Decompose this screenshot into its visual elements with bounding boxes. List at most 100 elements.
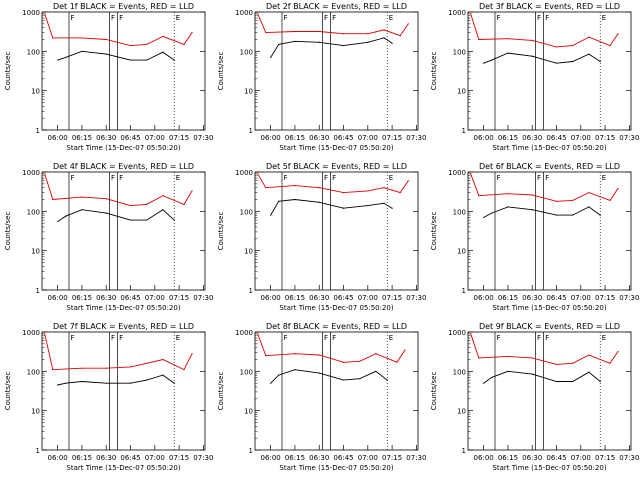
event-marker-label: F [119, 174, 123, 182]
events-data-point [383, 37, 385, 39]
x-axis-label: Start Time (15-Dec-07 05:50:20) [279, 464, 393, 472]
events-data-point [146, 379, 148, 381]
events-data-point [367, 41, 369, 43]
x-tick-label: 06:15 [285, 454, 305, 462]
y-tick-label: 1000 [235, 169, 253, 177]
events-data-point [278, 43, 280, 46]
detector-panel: Det 2f BLACK = Events, RED = LLD 1 10 100 10… [217, 2, 426, 152]
lld-data-point [342, 191, 345, 194]
x-tick-label: 06:45 [333, 294, 353, 302]
events-data-point [318, 372, 320, 374]
events-data-point [555, 380, 558, 383]
y-tick-label: 10 [244, 408, 253, 416]
x-tick-label: 06:15 [72, 134, 92, 142]
events-data-point [278, 200, 280, 202]
events-series-line [483, 370, 601, 384]
events-data-point [65, 382, 67, 384]
events-data-point [555, 62, 558, 64]
events-data-point [391, 42, 393, 44]
x-tick-label: 07:30 [406, 294, 426, 302]
x-tick-label: 07:00 [145, 134, 165, 142]
lld-data-point [342, 361, 345, 363]
events-series-line [270, 369, 388, 384]
lld-data-point [470, 333, 472, 335]
y-tick-label: 100 [453, 208, 466, 216]
events-data-point [572, 380, 574, 383]
lld-data-point [294, 30, 296, 33]
lld-data-point [572, 199, 574, 201]
x-tick-label: 06:45 [546, 454, 566, 462]
x-tick-label: 07:00 [571, 294, 591, 302]
event-marker-label: F [111, 14, 115, 22]
lld-data-point [52, 369, 54, 371]
x-axis-label: Start Time (15-Dec-07 05:50:20) [492, 304, 606, 312]
y-tick-label: 1000 [235, 9, 253, 17]
events-data-point [367, 204, 369, 207]
events-data-point [588, 206, 590, 208]
lld-data-point [265, 187, 267, 189]
detector-panel: Det 9f BLACK = Events, RED = LLD 1 10 100 10… [430, 322, 639, 472]
events-data-point [57, 384, 59, 386]
events-data-point [270, 382, 272, 384]
x-tick-label: 07:15 [382, 134, 402, 142]
y-axis-label: Counts/sec [4, 52, 12, 91]
lld-data-point [588, 354, 590, 356]
events-data-point [278, 374, 280, 376]
events-data-point [572, 214, 574, 216]
x-tick-label: 06:45 [546, 294, 566, 302]
x-tick-label: 06:30 [96, 134, 116, 142]
x-tick-label: 06:30 [96, 454, 116, 462]
y-tick-label: 1 [36, 127, 40, 135]
x-tick-label: 06:30 [309, 134, 329, 142]
y-tick-label: 1 [462, 447, 466, 455]
x-tick-label: 07:15 [595, 134, 615, 142]
x-tick-label: 07:15 [169, 294, 189, 302]
events-data-point [173, 382, 175, 384]
x-tick-label: 06:45 [333, 134, 353, 142]
lld-data-point [44, 173, 46, 175]
y-tick-label: 100 [27, 48, 40, 56]
x-tick-label: 06:45 [120, 134, 140, 142]
events-data-point [599, 60, 601, 63]
lld-data-point [162, 35, 164, 37]
events-data-point [294, 40, 296, 42]
event-marker-label: F [332, 14, 336, 22]
events-data-point [507, 52, 509, 54]
lld-data-point [617, 350, 619, 353]
x-tick-label: 06:30 [522, 294, 542, 302]
x-tick-label: 06:15 [285, 134, 305, 142]
event-marker-label: F [283, 14, 287, 22]
x-tick-label: 06:15 [72, 294, 92, 302]
lld-data-point [257, 13, 259, 15]
lld-data-point [129, 44, 132, 47]
plot-frame [41, 331, 206, 451]
event-marker-label: F [496, 334, 500, 342]
y-tick-label: 1 [249, 127, 253, 135]
events-data-point [318, 201, 320, 203]
lld-data-point [617, 187, 619, 190]
detector-panel: Det 6f BLACK = Events, RED = LLD 1 10 100 10… [430, 162, 639, 312]
detector-panel: Det 4f BLACK = Events, RED = LLD 1 10 100 10… [4, 162, 213, 312]
x-tick-label: 07:00 [358, 134, 378, 142]
lld-data-point [81, 367, 83, 369]
lld-data-point [367, 33, 369, 35]
y-tick-label: 100 [453, 48, 466, 56]
detector-panel: Det 1f BLACK = Events, RED = LLD 1 10 100 10… [4, 2, 213, 152]
chart-title: Det 7f BLACK = Events, RED = LLD [53, 322, 194, 331]
lld-data-point [318, 354, 320, 356]
lld-data-point [105, 198, 107, 200]
y-tick-label: 1 [249, 447, 253, 455]
chart-title: Det 9f BLACK = Events, RED = LLD [479, 322, 620, 331]
event-marker-label: F [545, 174, 549, 182]
detector-panel: Det 5f BLACK = Events, RED = LLD 1 10 100 10… [217, 162, 426, 312]
lld-data-point [191, 190, 193, 192]
plot-frame [254, 11, 419, 131]
events-data-point [507, 206, 509, 208]
event-marker-label: E [389, 14, 393, 22]
x-tick-label: 06:30 [309, 454, 329, 462]
lld-data-point [478, 38, 480, 41]
events-data-point [599, 380, 601, 383]
detector-panel: Det 7f BLACK = Events, RED = LLD 1 10 100 10… [4, 322, 213, 472]
lld-data-point [478, 357, 480, 359]
event-marker-label: F [324, 174, 328, 182]
